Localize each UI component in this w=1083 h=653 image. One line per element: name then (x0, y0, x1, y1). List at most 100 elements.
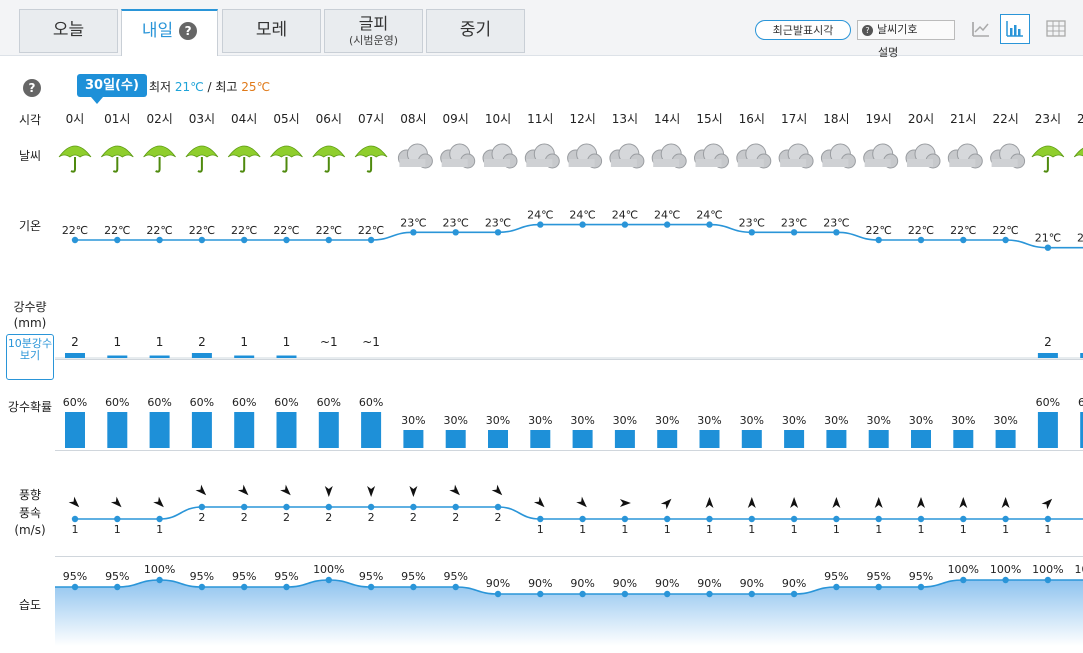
temp-point (917, 236, 925, 244)
recent-release-button[interactable]: 최근발표시각 (755, 20, 851, 40)
prob-label: 60% (274, 396, 298, 409)
temp-point (156, 236, 163, 244)
temp-point (114, 236, 121, 244)
precip-label: ~1 (362, 335, 380, 349)
hour-label: 14시 (654, 112, 680, 126)
line-chart-view-button[interactable] (966, 14, 996, 44)
wind-point (621, 515, 629, 523)
help-icon[interactable]: ? (179, 22, 198, 40)
humidity-label: 90% (528, 577, 552, 590)
temp-point (494, 229, 502, 236)
wind-speed-label: 1 (621, 523, 628, 536)
humidity-label: 95% (443, 570, 467, 583)
tab-day-after[interactable]: 모레 (222, 9, 321, 53)
prob-bar (741, 430, 762, 448)
humidity-label: 95% (232, 570, 256, 583)
bar-chart-icon (1006, 21, 1023, 37)
wind-point (410, 503, 417, 511)
wind-point (833, 515, 840, 523)
temp-label: 22℃ (908, 224, 934, 237)
prob-label: 60% (359, 396, 383, 409)
humidity-point (579, 590, 586, 598)
ten-minute-precip-button[interactable]: 10분강수보기 (6, 334, 54, 380)
prob-bar (530, 430, 551, 448)
precip-label: 1 (156, 335, 164, 349)
prob-label: 30% (486, 414, 510, 427)
weather-row-label: 날씨 (18, 149, 42, 163)
wind-point (452, 503, 459, 511)
tab-3days-label: 글피 (358, 14, 389, 33)
cloud-icon (524, 143, 560, 169)
temp-point (621, 221, 629, 228)
bar-chart-view-button[interactable] (1000, 14, 1030, 44)
prob-label: 60% (232, 396, 256, 409)
prob-label: 30% (655, 414, 679, 427)
precip-label: 2 (198, 335, 206, 349)
wind-speed-label: 1 (156, 523, 163, 536)
umbrella-icon (227, 145, 261, 173)
wind-arrow-icon (1041, 498, 1053, 510)
tab-3days[interactable]: 글피 (시범운영) (324, 9, 423, 53)
prob-label: 60% (147, 396, 171, 409)
temp-point (664, 221, 671, 228)
humidity-point (452, 583, 459, 591)
tab-today[interactable]: 오늘 (19, 9, 118, 53)
humidity-point (283, 583, 290, 591)
wind-point (917, 515, 925, 523)
help-icon[interactable]: ? (23, 79, 41, 97)
temp-point (367, 236, 375, 244)
wind-speed-label: 2 (410, 511, 417, 524)
prob-bar (1080, 412, 1083, 448)
temp-label: 22℃ (104, 224, 130, 237)
temp-label: 24℃ (527, 209, 553, 222)
wind-dir-label: 풍향 (18, 488, 42, 502)
prob-bar (699, 430, 720, 448)
hour-label: 17시 (781, 112, 807, 126)
humidity-label: 90% (613, 577, 637, 590)
hour-label: 11시 (527, 112, 553, 126)
hour-label: 21시 (950, 112, 976, 126)
prob-bar (868, 430, 889, 448)
hour-label: 24시 (1077, 112, 1083, 126)
wind-speed-label: 1 (114, 523, 121, 536)
humidity-point (960, 576, 967, 584)
temp-label: 23℃ (443, 216, 469, 229)
wind-arrow-icon (1001, 497, 1010, 508)
hour-label: 13시 (612, 112, 638, 126)
wind-speed-label: 2 (283, 511, 290, 524)
wind-speed-label: 1 (72, 523, 79, 536)
wind-speed-label: 2 (495, 511, 502, 524)
humidity-point (537, 590, 544, 598)
wind-arrow-icon (491, 484, 503, 496)
wind-point (748, 515, 755, 523)
temp-label: 23℃ (823, 216, 849, 229)
wind-arrow-icon (110, 496, 122, 508)
prob-label: 60% (1036, 396, 1060, 409)
humidity-point (71, 583, 79, 591)
hour-label: 10시 (485, 112, 511, 126)
wind-speed-label: 풍속 (18, 506, 42, 520)
temp-label: 22℃ (866, 224, 892, 237)
temp-label: 23℃ (485, 216, 511, 229)
wind-arrow-icon (790, 497, 799, 508)
weather-legend-button[interactable]: ? 날씨기호 (857, 20, 955, 40)
temp-label: 23℃ (781, 216, 807, 229)
cloud-icon (947, 143, 983, 169)
humidity-point (621, 590, 629, 598)
wind-arrow-icon (367, 486, 376, 497)
prob-label: 30% (443, 414, 467, 427)
temp-point (790, 229, 798, 236)
temp-point (410, 229, 417, 236)
prob-label: 30% (697, 414, 721, 427)
humidity-point (241, 583, 248, 591)
table-view-button[interactable] (1041, 14, 1071, 44)
wind-arrow-icon (705, 497, 714, 508)
wind-arrow-icon (68, 496, 80, 508)
tab-midterm[interactable]: 중기 (426, 9, 525, 53)
wind-point (875, 515, 882, 523)
prob-bar (488, 430, 508, 448)
tab-tomorrow[interactable]: 내일? (121, 9, 218, 56)
wind-speed-label: 2 (241, 511, 248, 524)
humidity-area (55, 580, 1083, 646)
